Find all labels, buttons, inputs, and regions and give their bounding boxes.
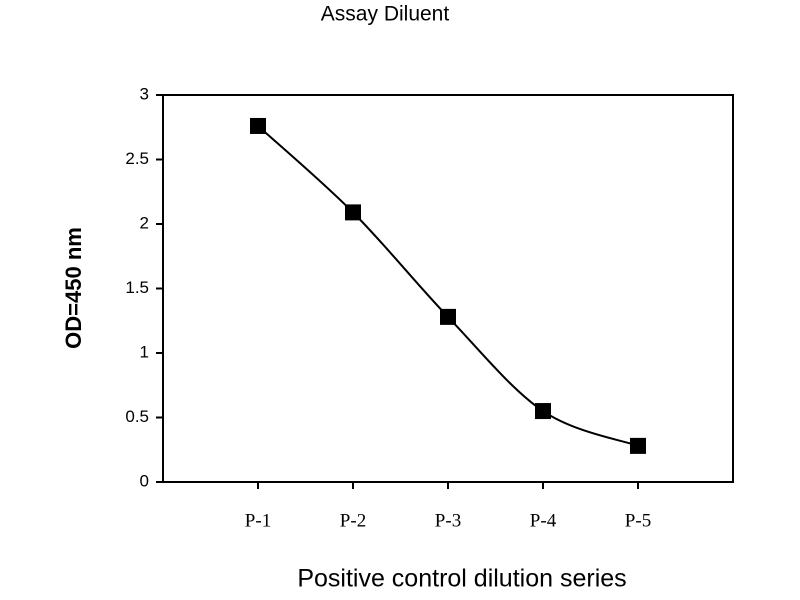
y-tick-label: 1.5 [125,278,149,297]
y-tick-label: 0 [140,471,149,490]
plot-frame [162,94,734,483]
y-axis-label: OD=450 nm [61,227,86,349]
line [257,125,639,447]
x-tick-label: P-1 [245,510,271,531]
marker [535,403,551,420]
x-tick-label: P-4 [530,510,557,531]
marker [440,308,456,325]
x-axis-label: Positive control dilution series [297,565,626,593]
y-tick-label: 1 [140,342,149,361]
x-tick-label: P-5 [625,510,651,531]
x-tick-label: P-2 [340,510,366,531]
y-tick-label: 2.5 [125,149,149,168]
y-tick-label: 3 [140,84,149,103]
y-tick-label: 0.5 [125,407,149,426]
x-tick-label: P-3 [435,510,461,531]
marker [250,117,266,134]
y-tick-label: 2 [140,213,149,232]
chart-title: Assay Diluent [321,3,450,26]
marker [345,204,361,221]
marker [630,437,646,454]
